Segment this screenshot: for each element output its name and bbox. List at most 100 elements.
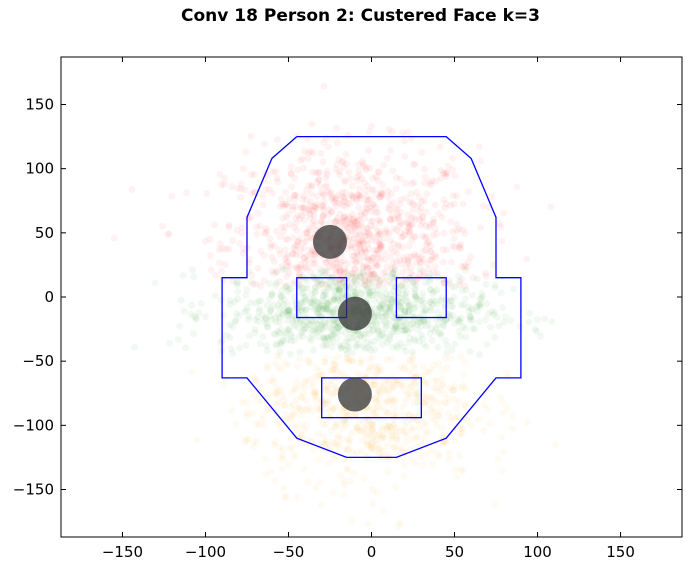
scatter-point (400, 472, 408, 480)
scatter-point (273, 352, 281, 360)
scatter-point (322, 183, 330, 191)
scatter-point (298, 411, 306, 419)
scatter-point (388, 427, 396, 435)
scatter-point (288, 333, 296, 341)
scatter-point (316, 415, 324, 423)
scatter-point (284, 210, 292, 218)
scatter-point (319, 158, 327, 166)
scatter-point (462, 333, 470, 341)
scatter-point (390, 240, 398, 248)
centroid-marker (337, 377, 372, 412)
scatter-point (328, 426, 335, 434)
scatter-point (494, 455, 502, 463)
scatter-point (450, 235, 458, 243)
scatter-point (292, 192, 300, 200)
scatter-point (166, 339, 173, 347)
scatter-point (434, 411, 442, 419)
scatter-point (391, 443, 398, 451)
scatter-point (222, 260, 230, 268)
scatter-point (216, 240, 224, 248)
scatter-point (323, 307, 331, 314)
scatter-point (298, 290, 306, 297)
scatter-point (315, 309, 323, 317)
scatter-point (383, 154, 391, 162)
scatter-point (323, 333, 331, 341)
scatter-point (264, 405, 272, 413)
scatter-point (376, 231, 384, 238)
scatter-point (343, 343, 351, 351)
scatter-point (344, 131, 352, 139)
scatter-point (317, 404, 325, 412)
scatter-point (342, 150, 350, 158)
scatter-point (315, 456, 322, 464)
scatter-point (408, 435, 416, 443)
scatter-point (300, 254, 308, 262)
scatter-point (427, 307, 435, 315)
scatter-point (433, 230, 441, 238)
scatter-point (418, 198, 426, 206)
scatter-point (402, 293, 410, 301)
scatter-point (329, 366, 337, 374)
scatter-point (352, 424, 360, 432)
scatter-point (440, 318, 448, 325)
scatter-point (243, 304, 251, 312)
scatter-point (276, 313, 284, 321)
scatter-point (307, 148, 315, 156)
scatter-point (534, 316, 542, 324)
scatter-point (248, 189, 256, 197)
scatter-point (442, 200, 450, 208)
scatter-point (457, 301, 465, 309)
scatter-point (322, 134, 330, 142)
scatter-point (349, 210, 357, 218)
scatter-point (363, 440, 371, 448)
scatter-point (373, 369, 381, 377)
scatter-point (302, 306, 310, 314)
scatter-point (352, 290, 360, 298)
scatter-point (299, 327, 307, 335)
scatter-point (401, 153, 409, 160)
scatter-point (331, 423, 339, 431)
scatter-point (461, 401, 469, 409)
scatter-point (269, 301, 277, 309)
scatter-point (375, 168, 383, 176)
scatter-point (272, 282, 280, 290)
scatter-point (427, 247, 435, 255)
scatter-point (348, 517, 356, 524)
scatter-point (336, 271, 344, 278)
scatter-point (292, 219, 300, 227)
scatter-point (346, 334, 354, 342)
scatter-point (261, 421, 269, 429)
scatter-point (225, 223, 233, 231)
scatter-point (350, 277, 358, 285)
scatter-point (466, 316, 474, 324)
scatter-point (451, 396, 458, 404)
scatter-point (298, 431, 306, 439)
scatter-point (421, 399, 429, 407)
scatter-point (374, 261, 382, 269)
scatter-point (372, 310, 380, 318)
scatter-point (376, 303, 384, 311)
scatter-point (320, 358, 328, 366)
scatter-point (410, 399, 418, 407)
scatter-point (421, 179, 429, 187)
scatter-point (348, 182, 356, 190)
scatter-point (275, 398, 283, 406)
scatter-point (357, 231, 365, 238)
scatter-point (443, 309, 451, 317)
scatter-point (301, 229, 309, 237)
scatter-point (412, 390, 420, 398)
scatter-point (263, 347, 271, 355)
scatter-point (417, 259, 425, 267)
scatter-point (327, 282, 335, 290)
scatter-point (467, 253, 475, 261)
scatter-point (382, 398, 390, 406)
scatter-point (314, 321, 322, 329)
scatter-point (267, 243, 275, 251)
scatter-point (382, 312, 390, 320)
scatter-point (372, 318, 380, 326)
scatter-point (418, 440, 426, 448)
scatter-point (337, 344, 345, 352)
scatter-point (240, 245, 247, 252)
scatter-point (439, 380, 447, 387)
scatter-point (337, 328, 345, 336)
